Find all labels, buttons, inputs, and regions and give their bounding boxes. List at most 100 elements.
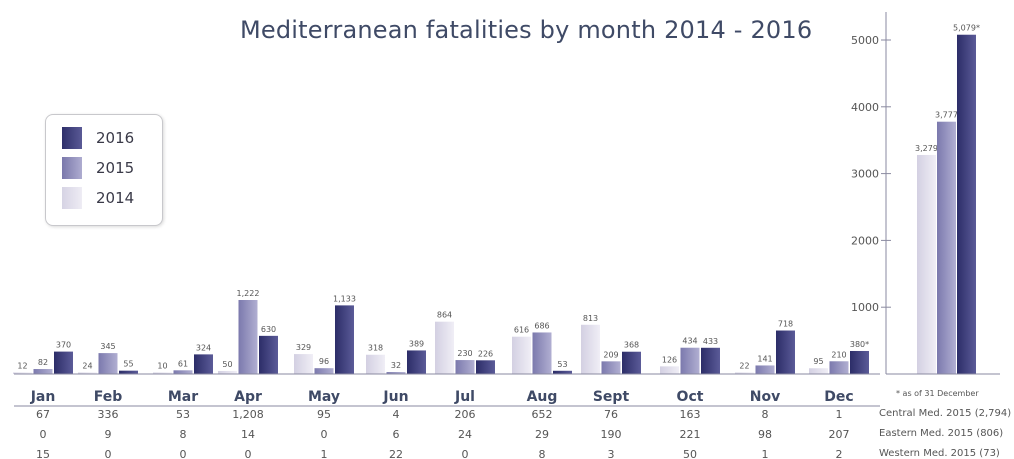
month-label-mar: Mar (168, 389, 198, 405)
legend: 2016 2015 2014 (45, 114, 163, 226)
bar-jun-2014 (366, 354, 385, 374)
table-cell: 163 (680, 408, 701, 421)
table-cell: 4 (393, 408, 400, 421)
data-label-may-2016: 1,133 (333, 294, 356, 303)
legend-item-2014: 2014 (62, 187, 134, 209)
data-label-mar-2015: 61 (178, 359, 188, 368)
table-cell: 0 (245, 448, 252, 459)
bar-dec-2016 (850, 350, 869, 374)
data-label-jul-2014: 864 (437, 311, 452, 320)
footnote: * as of 31 December (896, 389, 979, 398)
bar-nov-2015 (755, 365, 775, 374)
bar-jan-2015 (33, 369, 53, 374)
bar-dec-2014 (809, 368, 828, 374)
annual-label-2015: 3,777 (935, 111, 958, 120)
row-label-western: Western Med. 2015 (73) (879, 448, 1000, 459)
data-label-jul-2015: 230 (457, 349, 472, 358)
bar-feb-2016 (119, 370, 138, 374)
data-label-nov-2015: 141 (757, 354, 772, 363)
annual-bar-2016 (957, 34, 976, 374)
data-label-oct-2014: 126 (662, 355, 677, 364)
table-cell: 53 (176, 408, 190, 421)
data-label-feb-2014: 24 (82, 362, 92, 371)
month-label-dec: Dec (824, 389, 853, 405)
month-label-jun: Jun (382, 389, 408, 405)
axes: Jan Feb Mar Apr May Jun Jul Aug Sept Oct Nov Dec 67 3… (14, 12, 1000, 459)
table-cell: 190 (601, 428, 622, 441)
y-tick-label: 3000 (851, 168, 879, 181)
annual-bars: 3,279 3,777 5,079* (915, 24, 980, 374)
bar-may-2014 (294, 354, 313, 374)
legend-swatch-2015 (62, 157, 82, 179)
bar-jun-2016 (407, 350, 426, 374)
data-label-aug-2016: 53 (557, 360, 567, 369)
data-label-jan-2015: 82 (38, 358, 48, 367)
table-cell: 0 (321, 428, 328, 441)
bar-aug-2015 (532, 332, 552, 374)
data-label-oct-2015: 434 (682, 337, 697, 346)
bar-nov-2014 (735, 372, 754, 374)
data-label-aug-2014: 616 (514, 326, 529, 335)
table-cell: 3 (608, 448, 615, 459)
bar-dec-2015 (829, 361, 849, 374)
bar-jul-2016 (476, 360, 495, 374)
data-label-jan-2016: 370 (56, 341, 71, 350)
table-cell: 67 (36, 408, 50, 421)
data-label-may-2015: 96 (319, 357, 329, 366)
y-tick-label: 4000 (851, 101, 879, 114)
table-cell: 22 (389, 448, 403, 459)
data-label-dec-2015: 210 (831, 350, 846, 359)
data-label-mar-2016: 324 (196, 343, 211, 352)
legend-item-2015: 2015 (62, 157, 134, 179)
bar-aug-2014 (512, 336, 531, 374)
table-cell: 0 (105, 448, 112, 459)
bar-sept-2015 (601, 361, 621, 374)
table-cell: 0 (462, 448, 469, 459)
data-label-nov-2016: 718 (778, 320, 793, 329)
month-label-sept: Sept (593, 389, 630, 405)
annual-bar-2015 (937, 121, 956, 374)
table-cell: 2 (836, 448, 843, 459)
legend-label-2014: 2014 (96, 189, 135, 207)
bar-aug-2016 (553, 370, 572, 374)
month-label-jul: Jul (454, 389, 475, 405)
table-cell: 6 (393, 428, 400, 441)
legend-label-2015: 2015 (96, 159, 135, 177)
y-tick-label: 1000 (851, 301, 879, 314)
table-cell: 652 (532, 408, 553, 421)
table-cell: 0 (180, 448, 187, 459)
monthly-bars: 12 82 370 24 345 55 10 61 324 50 1,222 630 329 96 1,13… (13, 289, 869, 374)
bar-jan-2014 (13, 372, 32, 374)
table-cell: 15 (36, 448, 50, 459)
table-cell: 8 (180, 428, 187, 441)
data-label-jun-2016: 389 (409, 339, 424, 348)
row-label-eastern: Eastern Med. 2015 (806) (879, 428, 1004, 439)
bar-jul-2015 (455, 360, 475, 374)
data-label-dec-2014: 95 (813, 357, 823, 366)
chart-title: Mediterranean fatalities by month 2014 -… (240, 16, 813, 44)
annual-label-2016: 5,079* (953, 24, 980, 33)
bar-feb-2014 (78, 372, 97, 374)
bar-jun-2015 (386, 372, 406, 374)
y-tick-label: 5000 (851, 34, 879, 47)
row-label-central: Central Med. 2015 (2,794) (879, 408, 1012, 419)
legend-swatch-2014 (62, 187, 82, 209)
data-label-sept-2015: 209 (603, 350, 618, 359)
data-label-feb-2016: 55 (123, 360, 133, 369)
table-cell: 206 (455, 408, 476, 421)
bar-sept-2014 (581, 324, 600, 374)
data-label-aug-2015: 686 (534, 321, 549, 330)
bar-oct-2015 (680, 347, 700, 374)
month-label-may: May (308, 389, 340, 405)
table-cell: 1 (762, 448, 769, 459)
month-label-oct: Oct (677, 389, 704, 405)
annual-bar-2014 (917, 154, 936, 374)
data-label-oct-2016: 433 (703, 337, 718, 346)
table-cell: 207 (829, 428, 850, 441)
table-cell: 50 (683, 448, 697, 459)
table-cell: 1 (321, 448, 328, 459)
bar-mar-2015 (173, 370, 193, 374)
table-cell: 9 (105, 428, 112, 441)
legend-swatch-2016 (62, 127, 82, 149)
legend-label-2016: 2016 (96, 129, 135, 147)
